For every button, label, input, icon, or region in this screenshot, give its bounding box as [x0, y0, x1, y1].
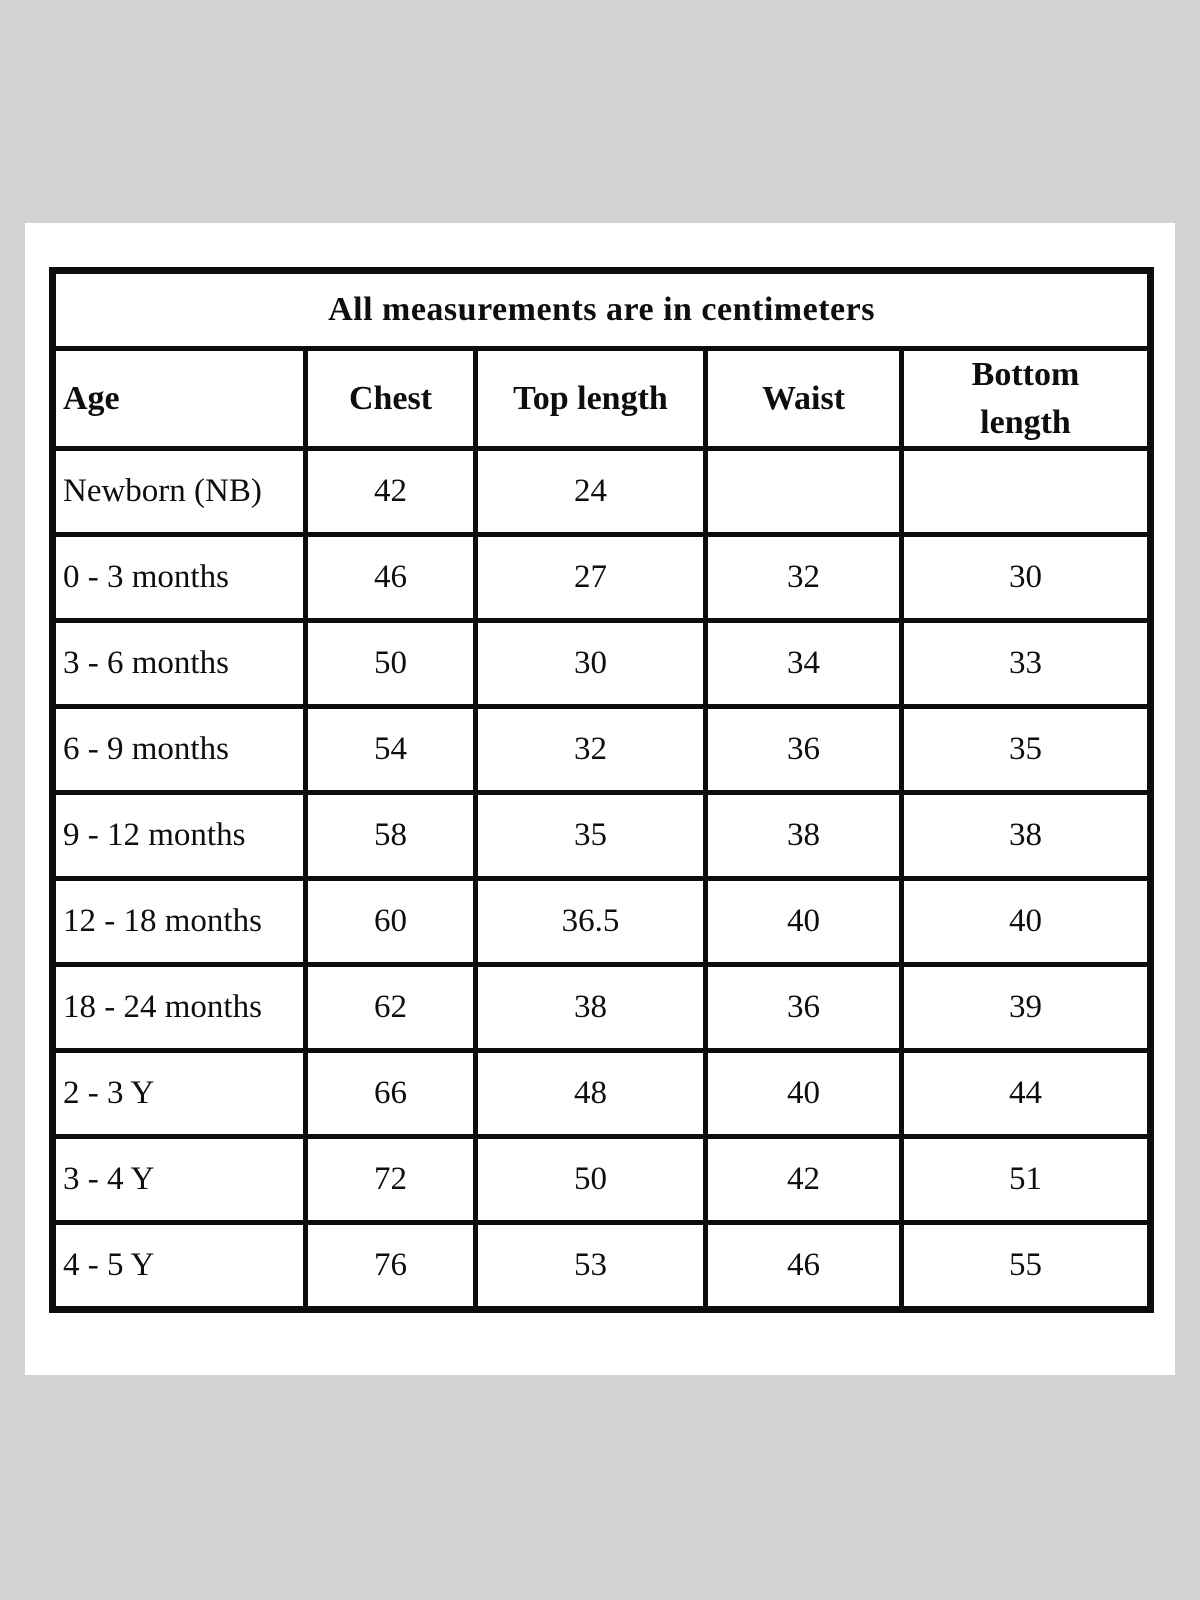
cell-age: 3 - 6 months — [50, 618, 308, 710]
cell-top-length: 35 — [473, 790, 708, 882]
cell-chest: 58 — [303, 790, 478, 882]
cell-chest: 76 — [303, 1220, 478, 1313]
column-header-waist: Waist — [703, 345, 904, 452]
cell-waist: 36 — [703, 704, 904, 796]
table-row: 3 - 4 Y 72 50 42 51 — [50, 1134, 1154, 1226]
cell-bottom-length: 35 — [898, 704, 1154, 796]
column-header-top-length: Top length — [473, 345, 708, 452]
cell-bottom-length: 51 — [898, 1134, 1154, 1226]
table-title-row: All measurements are in centimeters — [49, 268, 1154, 351]
cell-age: 2 - 3 Y — [50, 1048, 308, 1140]
cell-chest: 60 — [303, 876, 478, 968]
cell-waist: 36 — [703, 962, 904, 1054]
cell-chest: 66 — [303, 1048, 478, 1140]
cell-waist: 38 — [703, 790, 904, 882]
table-row: 9 - 12 months 58 35 38 38 — [50, 790, 1154, 882]
cell-bottom-length: 38 — [898, 790, 1154, 882]
cell-age: 18 - 24 months — [50, 962, 308, 1054]
table-row: 0 - 3 months 46 27 32 30 — [50, 532, 1154, 624]
column-header-age: Age — [50, 345, 308, 452]
cell-waist: 46 — [703, 1220, 904, 1313]
cell-waist: 32 — [703, 532, 904, 624]
cell-bottom-length: 33 — [898, 618, 1154, 710]
cell-chest: 54 — [303, 704, 478, 796]
cell-top-length: 38 — [473, 962, 708, 1054]
table-row: 12 - 18 months 60 36.5 40 40 — [50, 876, 1154, 968]
cell-top-length: 32 — [473, 704, 708, 796]
cell-top-length: 24 — [473, 446, 708, 538]
cell-waist — [703, 446, 904, 538]
size-chart-table: All measurements are in centimeters Age … — [49, 267, 1155, 1314]
cell-top-length: 53 — [473, 1220, 708, 1313]
table-row: 2 - 3 Y 66 48 40 44 — [50, 1048, 1154, 1140]
cell-chest: 50 — [303, 618, 478, 710]
cell-waist: 40 — [703, 1048, 904, 1140]
table-body: Newborn (NB) 42 24 0 - 3 months 46 27 32 30 3 - … — [50, 446, 1154, 1313]
cell-chest: 42 — [303, 446, 478, 538]
table-row: 3 - 6 months 50 30 34 33 — [50, 618, 1154, 710]
cell-top-length: 48 — [473, 1048, 708, 1140]
cell-chest: 72 — [303, 1134, 478, 1226]
cell-waist: 42 — [703, 1134, 904, 1226]
cell-bottom-length: 39 — [898, 962, 1154, 1054]
column-header-row: Age Chest Top length Waist Bottom length — [50, 345, 1154, 452]
cell-chest: 62 — [303, 962, 478, 1054]
cell-age: 6 - 9 months — [50, 704, 308, 796]
cell-age: 3 - 4 Y — [50, 1134, 308, 1226]
cell-waist: 34 — [703, 618, 904, 710]
table-title: All measurements are in centimeters — [49, 268, 1154, 351]
table-row: Newborn (NB) 42 24 — [50, 446, 1154, 538]
cell-age: 4 - 5 Y — [50, 1220, 308, 1313]
cell-age: 12 - 18 months — [50, 876, 308, 968]
cell-bottom-length — [898, 446, 1154, 538]
cell-age: 9 - 12 months — [50, 790, 308, 882]
cell-waist: 40 — [703, 876, 904, 968]
column-header-bottom-length: Bottom length — [898, 345, 1154, 452]
cell-bottom-length: 30 — [898, 532, 1154, 624]
cell-top-length: 30 — [473, 618, 708, 710]
cell-top-length: 50 — [473, 1134, 708, 1226]
table-row: 4 - 5 Y 76 53 46 55 — [50, 1220, 1154, 1313]
table-head: All measurements are in centimeters Age … — [49, 268, 1154, 452]
cell-bottom-length: 44 — [898, 1048, 1154, 1140]
cell-bottom-length: 40 — [898, 876, 1154, 968]
cell-bottom-length: 55 — [898, 1220, 1154, 1313]
table-row: 18 - 24 months 62 38 36 39 — [50, 962, 1154, 1054]
column-header-chest: Chest — [303, 345, 478, 452]
cell-top-length: 36.5 — [473, 876, 708, 968]
size-chart-card: All measurements are in centimeters Age … — [25, 223, 1175, 1375]
cell-age: Newborn (NB) — [50, 446, 308, 538]
cell-top-length: 27 — [473, 532, 708, 624]
table-row: 6 - 9 months 54 32 36 35 — [50, 704, 1154, 796]
cell-chest: 46 — [303, 532, 478, 624]
cell-age: 0 - 3 months — [50, 532, 308, 624]
